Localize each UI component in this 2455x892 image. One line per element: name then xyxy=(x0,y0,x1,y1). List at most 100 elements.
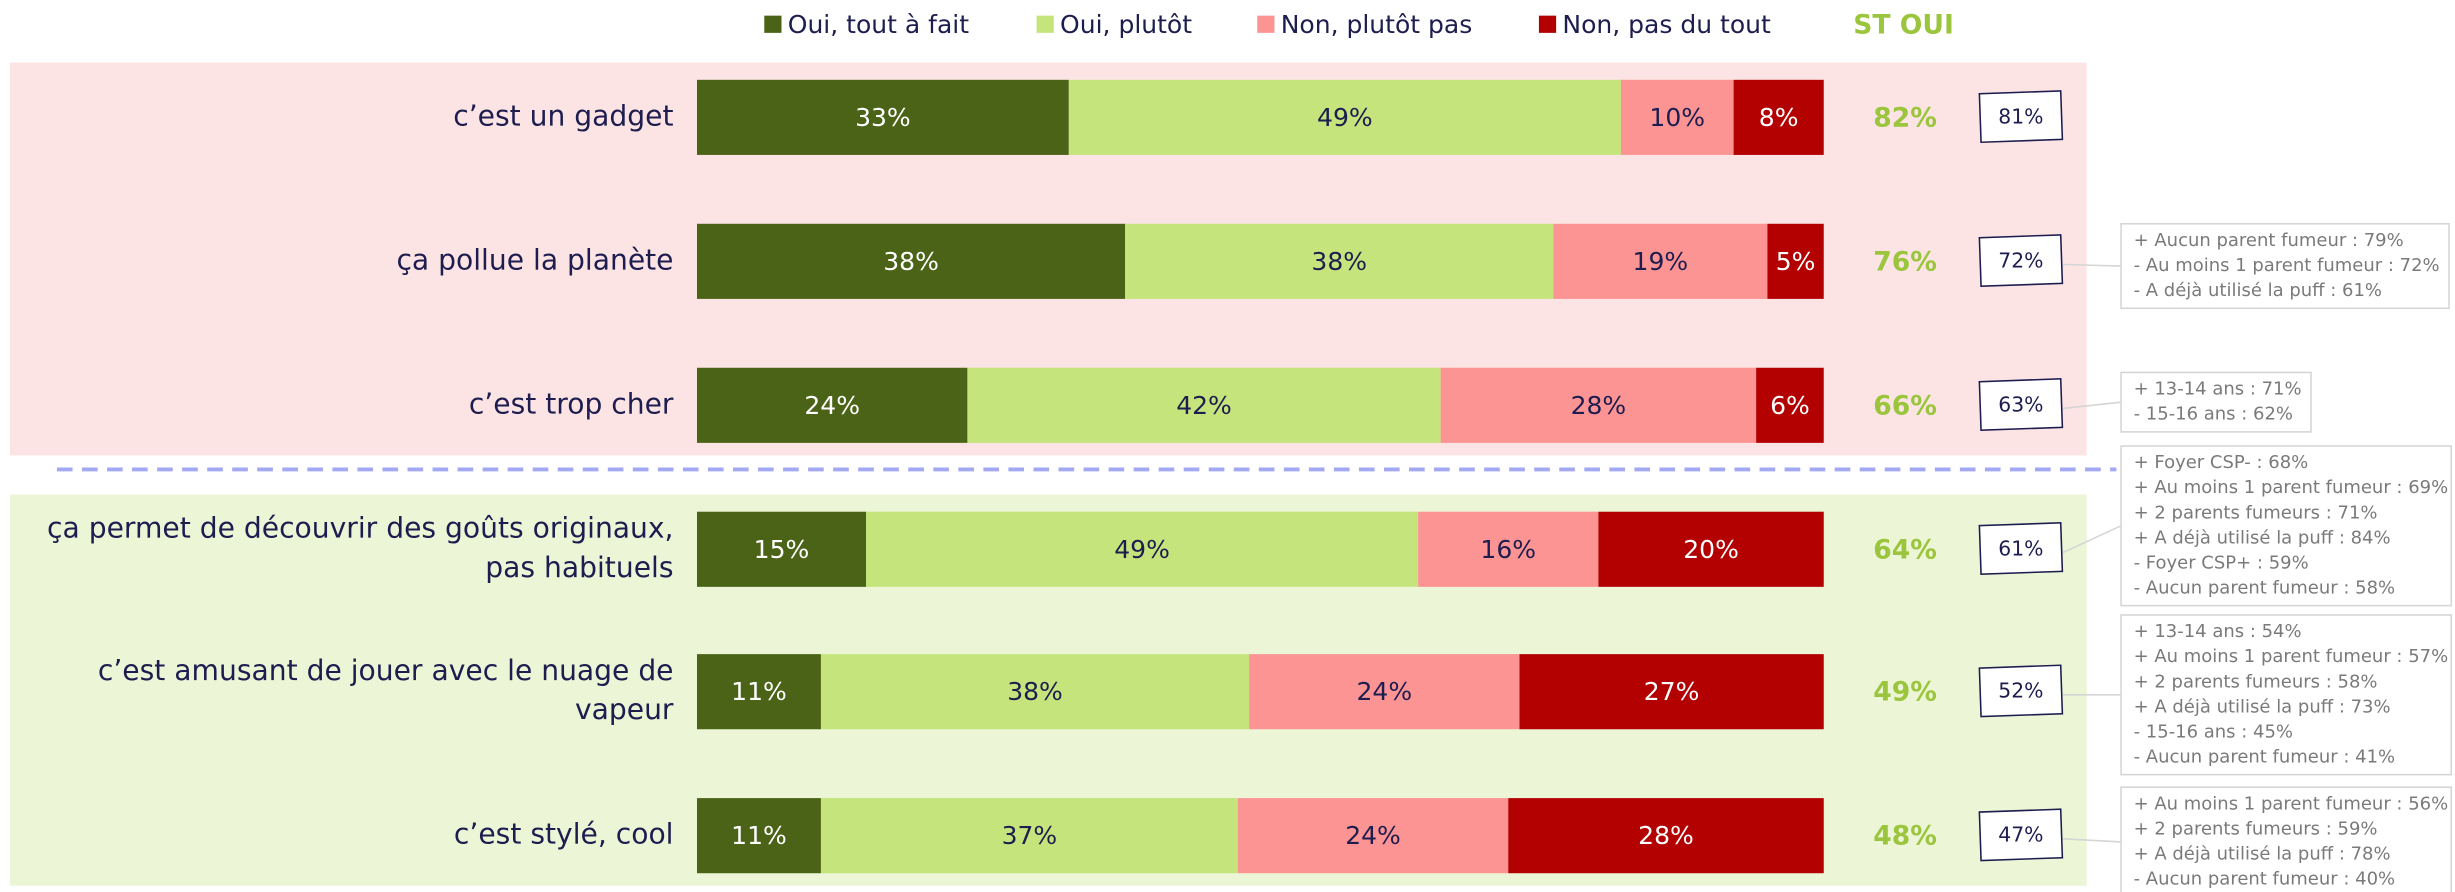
data-label: 8% xyxy=(1759,103,1799,132)
note-connector xyxy=(2063,263,2122,267)
data-label: 27% xyxy=(1644,677,1700,706)
bar-segment xyxy=(696,798,821,874)
comparison-box xyxy=(1978,234,2064,288)
note-line: + Au moins 1 parent fumeur : 56% xyxy=(2134,793,2449,814)
note-line: - Foyer CSP+ : 59% xyxy=(2134,552,2309,573)
data-label: 15% xyxy=(754,535,810,564)
legend-label: Non, plutôt pas xyxy=(1281,10,1473,39)
note-line: + 2 parents fumeurs : 71% xyxy=(2134,502,2378,523)
comparison-value: 52% xyxy=(1998,679,2043,703)
note-line: - Aucun parent fumeur : 58% xyxy=(2134,577,2396,598)
category-label: ça pollue la planète xyxy=(396,243,673,276)
st-oui-value: 64% xyxy=(1873,534,1937,565)
note-line: + A déjà utilisé la puff : 84% xyxy=(2134,527,2391,548)
bar-segment xyxy=(1418,511,1599,587)
st-oui-value: 76% xyxy=(1873,246,1937,277)
bar-segment xyxy=(696,367,968,443)
category-label: c’est stylé, cool xyxy=(454,818,674,851)
bar-segment xyxy=(1519,654,1824,730)
bar-segment xyxy=(967,367,1441,443)
bar-segment xyxy=(696,223,1126,299)
note-line: + Aucun parent fumeur : 79% xyxy=(2134,230,2404,251)
data-label: 24% xyxy=(1356,677,1412,706)
bar-segment xyxy=(1508,798,1824,874)
note-box xyxy=(2120,223,2450,310)
data-label: 37% xyxy=(1002,821,1058,850)
data-label: 10% xyxy=(1649,103,1705,132)
bar-segment xyxy=(1125,223,1554,299)
note-line: + A déjà utilisé la puff : 78% xyxy=(2134,843,2391,864)
data-label: 38% xyxy=(1311,247,1367,276)
note-connector xyxy=(2062,525,2122,554)
st-oui-value: 82% xyxy=(1873,102,1937,133)
data-label: 6% xyxy=(1770,391,1810,420)
comparison-box xyxy=(1978,664,2064,718)
data-label: 42% xyxy=(1176,391,1232,420)
legend-swatch xyxy=(764,15,782,33)
note-box xyxy=(2120,614,2453,776)
data-label: 11% xyxy=(731,821,787,850)
note-line: - Au moins 1 parent fumeur : 72% xyxy=(2134,255,2440,276)
note-line: + Foyer CSP- : 68% xyxy=(2134,452,2309,473)
note-line: + 13-14 ans : 71% xyxy=(2134,379,2302,400)
comparison-value: 72% xyxy=(1998,248,2043,272)
note-line: - 15-16 ans : 62% xyxy=(2134,404,2293,425)
bar-segment xyxy=(1598,511,1824,587)
note-line: - Aucun parent fumeur : 41% xyxy=(2134,746,2396,767)
data-label: 5% xyxy=(1776,247,1816,276)
note-line: + Au moins 1 parent fumeur : 69% xyxy=(2134,477,2449,498)
bar-segment xyxy=(1249,654,1520,730)
note-line: + 2 parents fumeurs : 58% xyxy=(2134,671,2378,692)
category-label: c’est amusant de jouer avec le nuage de v… xyxy=(98,654,674,726)
data-label: 24% xyxy=(1345,821,1401,850)
comparison-value: 61% xyxy=(1998,536,2043,560)
data-label: 49% xyxy=(1114,535,1170,564)
bar-segment xyxy=(820,654,1250,730)
note-line: + A déjà utilisé la puff : 73% xyxy=(2134,696,2391,717)
bar-segment xyxy=(696,79,1069,155)
bar-segment xyxy=(820,798,1238,874)
category-label: ça permet de découvrir des goûts origina… xyxy=(47,512,673,584)
bar-segment xyxy=(1553,223,1768,299)
comparison-box xyxy=(1978,378,2064,432)
st-oui-value: 48% xyxy=(1873,821,1937,852)
data-label: 24% xyxy=(804,391,860,420)
legend-swatch xyxy=(1257,15,1275,33)
st-oui-title: ST OUI xyxy=(1853,9,1954,40)
data-label: 20% xyxy=(1683,535,1739,564)
comparison-value: 63% xyxy=(1998,392,2043,416)
note-line: - Aucun parent fumeur : 40% xyxy=(2134,868,2396,889)
comparison-value: 81% xyxy=(1998,104,2043,128)
bar-segment xyxy=(1620,79,1734,155)
note-box xyxy=(2120,445,2453,607)
note-line: + Au moins 1 parent fumeur : 57% xyxy=(2134,646,2449,667)
comparison-box xyxy=(1978,522,2064,575)
note-connector xyxy=(2063,838,2122,843)
category-label: c’est trop cher xyxy=(469,387,674,420)
data-label: 16% xyxy=(1480,535,1536,564)
note-line: + 2 parents fumeurs : 59% xyxy=(2134,818,2378,839)
bar-segment xyxy=(866,511,1419,587)
data-label: 28% xyxy=(1571,391,1627,420)
bar-segment xyxy=(696,654,821,730)
st-oui-value: 66% xyxy=(1873,390,1937,421)
data-label: 38% xyxy=(1007,677,1063,706)
note-connector xyxy=(2063,401,2122,410)
legend-label: Non, pas du tout xyxy=(1562,10,1771,39)
legend-label: Oui, tout à fait xyxy=(788,10,969,39)
legend-swatch xyxy=(1036,15,1054,33)
data-label: 49% xyxy=(1317,103,1373,132)
bar-segment xyxy=(1733,79,1824,155)
legend-swatch xyxy=(1538,15,1557,33)
legend-label: Oui, plutôt xyxy=(1060,10,1192,39)
bar-segment xyxy=(1068,79,1621,155)
data-label: 19% xyxy=(1633,247,1689,276)
data-label: 33% xyxy=(855,103,911,132)
comparison-value: 47% xyxy=(1998,823,2043,847)
category-label: c’est un gadget xyxy=(453,99,673,132)
note-line: - 15-16 ans : 45% xyxy=(2134,721,2293,742)
note-line: + 13-14 ans : 54% xyxy=(2134,621,2302,642)
bar-segment xyxy=(1440,367,1757,443)
st-oui-value: 49% xyxy=(1873,677,1937,708)
